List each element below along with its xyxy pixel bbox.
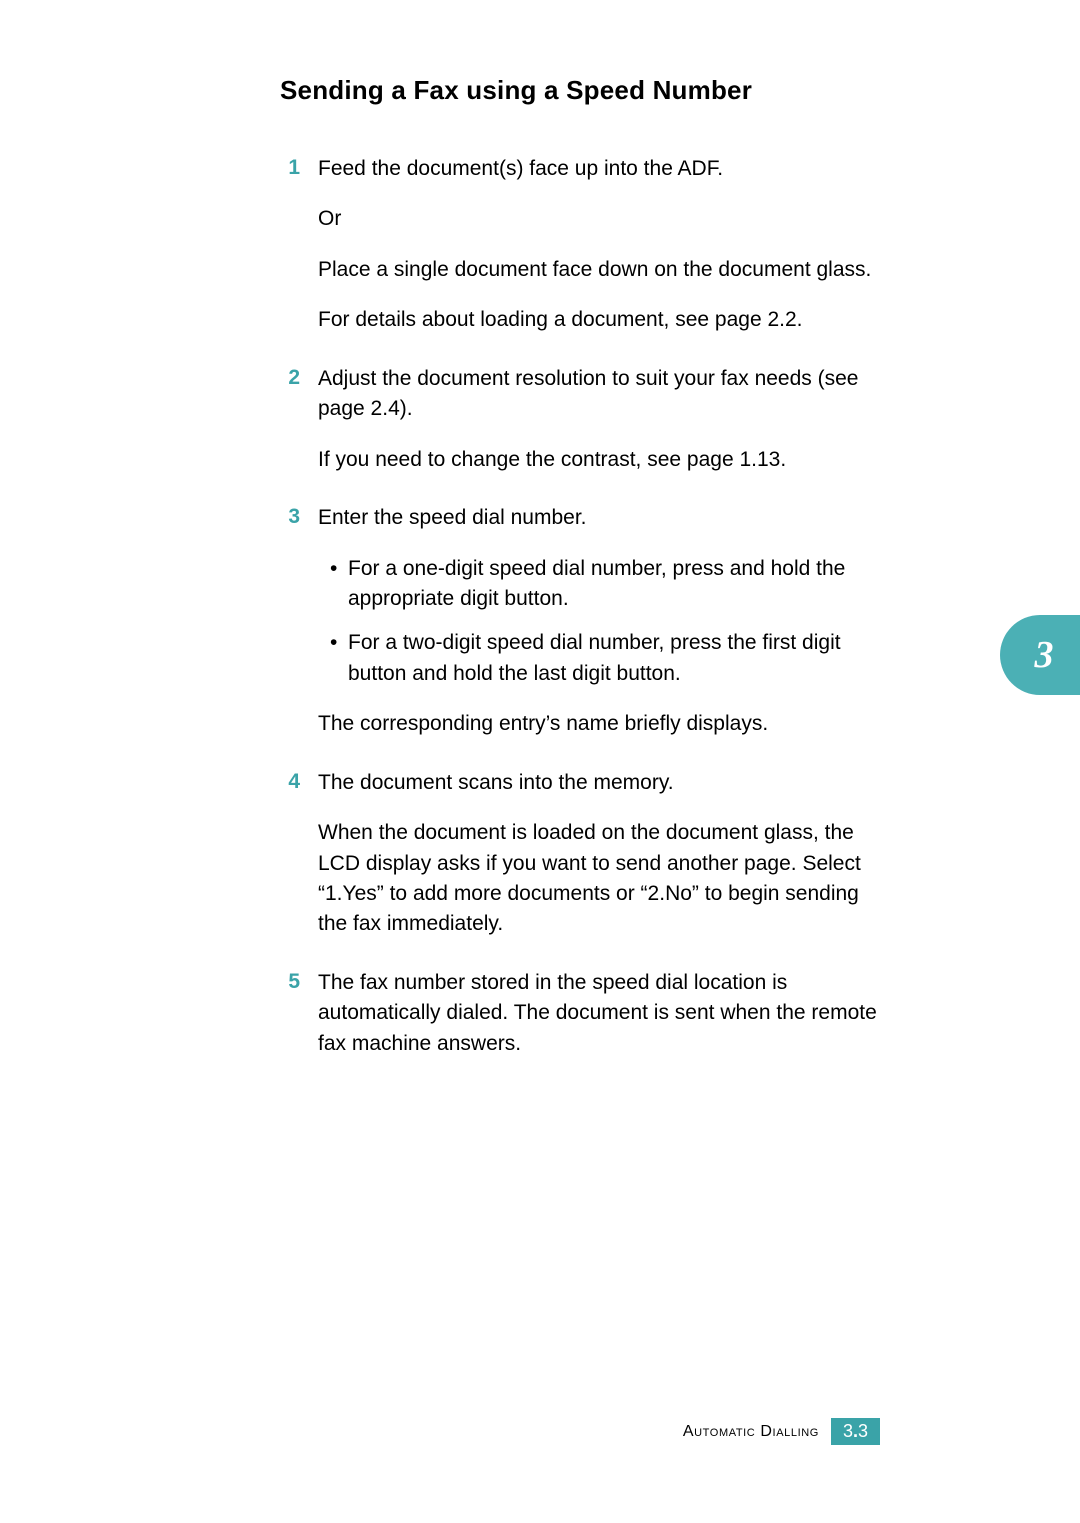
bullet-list: For a one-digit speed dial number, press…: [318, 554, 880, 690]
step-text: The document scans into the memory.: [318, 768, 880, 798]
bullet-item: For a two-digit speed dial number, press…: [330, 628, 880, 689]
bullet-item: For a one-digit speed dial number, press…: [330, 554, 880, 615]
footer-page-digit: 3: [858, 1421, 868, 1441]
step-text: Or: [318, 204, 880, 234]
footer-section-label: Automatic Dialling: [683, 1423, 819, 1441]
step-number: 2: [280, 364, 300, 475]
step-item: 5 The fax number stored in the speed dia…: [280, 968, 880, 1059]
step-body: The document scans into the memory. When…: [318, 768, 880, 940]
step-text: When the document is loaded on the docum…: [318, 818, 880, 940]
step-body: The fax number stored in the speed dial …: [318, 968, 880, 1059]
step-text: If you need to change the contrast, see …: [318, 445, 880, 475]
footer-chapter-digit: 3: [843, 1421, 853, 1441]
chapter-tab-number: 3: [1035, 633, 1054, 677]
step-text: Adjust the document resolution to suit y…: [318, 364, 880, 425]
step-item: 4 The document scans into the memory. Wh…: [280, 768, 880, 940]
step-number: 5: [280, 968, 300, 1059]
step-text: Enter the speed dial number.: [318, 503, 880, 533]
step-body: Enter the speed dial number. For a one-d…: [318, 503, 880, 740]
step-number: 4: [280, 768, 300, 940]
step-item: 2 Adjust the document resolution to suit…: [280, 364, 880, 475]
step-number: 1: [280, 154, 300, 336]
document-page: Sending a Fax using a Speed Number 1 Fee…: [0, 0, 1080, 1523]
step-text: The corresponding entry’s name briefly d…: [318, 709, 880, 739]
step-item: 1 Feed the document(s) face up into the …: [280, 154, 880, 336]
page-footer: Automatic Dialling 3.3: [683, 1418, 880, 1445]
step-item: 3 Enter the speed dial number. For a one…: [280, 503, 880, 740]
step-text: For details about loading a document, se…: [318, 305, 880, 335]
footer-page-number: 3.3: [831, 1418, 880, 1445]
step-text: Place a single document face down on the…: [318, 255, 880, 285]
step-text: The fax number stored in the speed dial …: [318, 968, 880, 1059]
section-heading: Sending a Fax using a Speed Number: [280, 75, 880, 106]
step-body: Feed the document(s) face up into the AD…: [318, 154, 880, 336]
step-text: Feed the document(s) face up into the AD…: [318, 154, 880, 184]
chapter-tab: 3: [1000, 615, 1080, 695]
step-number: 3: [280, 503, 300, 740]
step-body: Adjust the document resolution to suit y…: [318, 364, 880, 475]
